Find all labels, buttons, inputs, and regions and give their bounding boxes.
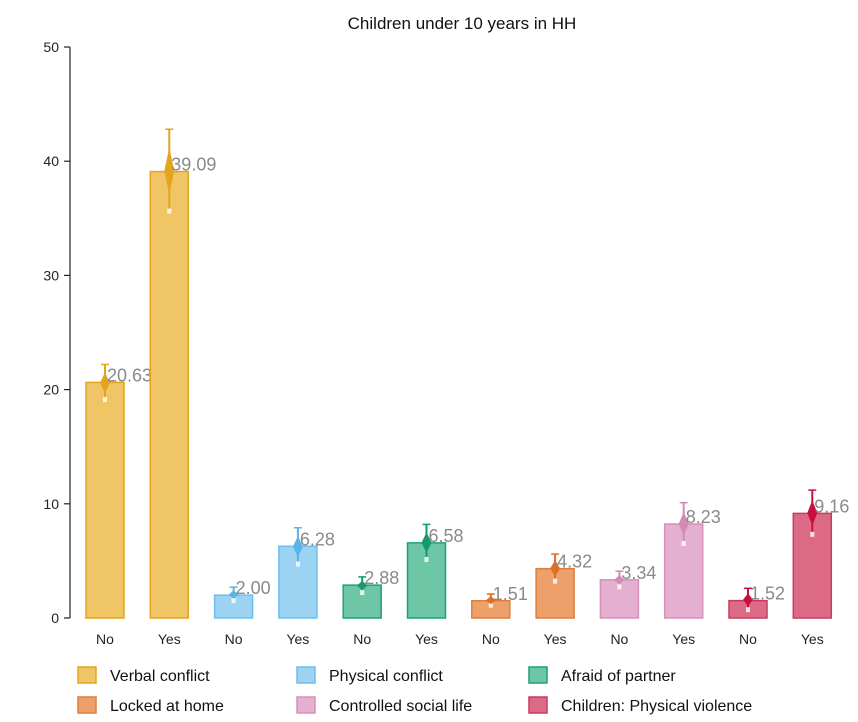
x-tick-label: Yes xyxy=(286,631,309,647)
value-label: 39.09 xyxy=(171,155,216,175)
y-tick-label: 30 xyxy=(43,267,59,283)
value-label: 4.32 xyxy=(557,552,592,572)
legend-swatch xyxy=(528,696,548,714)
value-label: 3.34 xyxy=(621,563,656,583)
legend-label: Locked at home xyxy=(110,698,224,715)
legend: Verbal conflict Physical conflict Afraid o… xyxy=(77,666,752,715)
value-label: 8.23 xyxy=(686,507,721,527)
point-estimate xyxy=(550,560,561,577)
legend-swatch xyxy=(296,666,316,684)
legend-label: Verbal conflict xyxy=(110,668,210,685)
x-tick-label: Yes xyxy=(544,631,567,647)
bar xyxy=(149,170,190,619)
value-label: 2.00 xyxy=(236,578,271,598)
error-cap-low xyxy=(746,607,750,613)
x-tick-label: No xyxy=(739,631,757,647)
x-tick-label: No xyxy=(610,631,628,647)
point-estimate xyxy=(485,596,496,605)
error-cap-low xyxy=(424,556,429,562)
error-cap-low xyxy=(295,561,300,567)
y-tick-label: 20 xyxy=(43,382,59,398)
point-estimate xyxy=(228,590,239,599)
point-estimate xyxy=(164,147,175,195)
y-tick-label: 50 xyxy=(43,39,59,55)
legend-item: Physical conflict xyxy=(296,666,443,685)
point-estimate xyxy=(678,511,689,536)
error-cap-low xyxy=(617,584,622,590)
y-tick-label: 40 xyxy=(43,153,59,169)
value-label: 2.88 xyxy=(364,568,399,588)
legend-item: Verbal conflict xyxy=(77,666,210,685)
legend-label: Children: Physical violence xyxy=(561,698,752,715)
legend-item: Afraid of partner xyxy=(528,666,676,685)
chart-title: Children under 10 years in HH xyxy=(348,14,577,33)
legend-item: Locked at home xyxy=(77,696,224,715)
value-label: 1.52 xyxy=(750,584,785,604)
error-cap-low xyxy=(810,531,815,537)
legend-label: Afraid of partner xyxy=(561,668,676,685)
value-label: 9.16 xyxy=(814,496,849,516)
legend-label: Controlled social life xyxy=(329,698,472,715)
x-tick-label: No xyxy=(225,631,243,647)
value-label: 6.28 xyxy=(300,529,335,549)
point-estimate xyxy=(357,580,368,591)
error-cap-low xyxy=(231,598,236,604)
x-tick-label: No xyxy=(96,631,114,647)
y-tick-label: 0 xyxy=(51,610,59,626)
error-cap-low xyxy=(360,590,365,596)
y-tick-label: 10 xyxy=(43,496,59,512)
x-tick-label: Yes xyxy=(415,631,438,647)
legend-item: Controlled social life xyxy=(296,696,472,715)
x-axis: No Yes No Yes No Yes No Yes No Yes No Yes xyxy=(96,631,824,647)
point-estimate xyxy=(292,536,303,558)
bar xyxy=(85,381,125,619)
y-axis: 0 10 20 30 40 50 xyxy=(43,39,71,626)
x-tick-label: No xyxy=(353,631,371,647)
point-estimate xyxy=(100,372,110,393)
x-tick-label: Yes xyxy=(672,631,695,647)
legend-swatch xyxy=(77,666,97,684)
error-cap-low xyxy=(103,397,107,403)
value-label: 6.58 xyxy=(429,526,464,546)
x-tick-label: No xyxy=(482,631,500,647)
point-estimate xyxy=(614,574,625,585)
point-estimate xyxy=(807,500,818,526)
value-label: 1.51 xyxy=(493,584,528,604)
x-tick-label: Yes xyxy=(801,631,824,647)
legend-swatch xyxy=(77,696,97,714)
error-cap-low xyxy=(488,602,493,608)
error-cap-low xyxy=(167,208,172,214)
legend-label: Physical conflict xyxy=(329,668,443,685)
legend-swatch xyxy=(296,696,316,714)
value-label: 20.63 xyxy=(107,365,152,385)
point-estimate xyxy=(421,532,432,553)
error-cap-low xyxy=(681,540,686,546)
legend-item: Children: Physical violence xyxy=(528,696,752,715)
point-estimate xyxy=(743,593,753,607)
bars: 20.63 39.09 2.00 6.28 2.88 6.58 1.51 4.32 3.34 8.… xyxy=(85,128,849,619)
error-cap-low xyxy=(553,578,558,584)
legend-swatch xyxy=(528,666,548,684)
x-tick-label: Yes xyxy=(158,631,181,647)
